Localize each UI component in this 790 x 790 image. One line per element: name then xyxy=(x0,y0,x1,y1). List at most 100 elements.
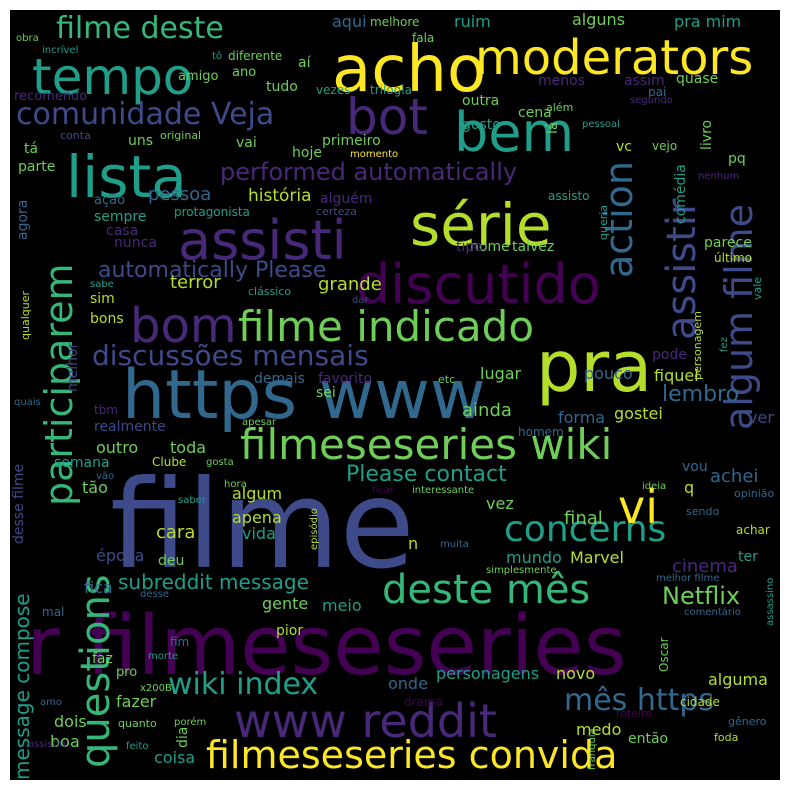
word: episódio xyxy=(309,508,320,550)
word: aqui xyxy=(332,12,367,31)
word: grande xyxy=(318,274,382,295)
word: https www xyxy=(122,356,486,435)
word: lá xyxy=(545,121,561,134)
word: ver xyxy=(748,408,774,427)
word: q xyxy=(684,478,695,497)
word: assisti xyxy=(178,209,347,272)
word: menos xyxy=(538,73,585,89)
word: amigo xyxy=(178,69,219,84)
word: pessoal xyxy=(582,119,620,130)
word: gostei xyxy=(614,404,663,423)
word: vale xyxy=(751,276,764,300)
word: recomendo xyxy=(14,89,88,104)
word: conta xyxy=(60,129,91,142)
word: cena xyxy=(518,105,552,121)
word: queria xyxy=(597,204,610,240)
word: primeiro xyxy=(322,133,381,149)
word: concerns xyxy=(504,509,667,550)
word: sempre xyxy=(94,209,147,225)
word: interessante xyxy=(412,485,475,496)
word: boa xyxy=(50,732,80,751)
word: lembro xyxy=(662,382,740,407)
word: onde xyxy=(388,674,428,693)
word: pai xyxy=(648,85,667,99)
word: etc xyxy=(438,373,456,386)
word: outro xyxy=(96,438,139,457)
word: filmeseseries wiki xyxy=(240,420,613,469)
word: fiquei xyxy=(654,366,699,385)
word: opinião xyxy=(734,487,775,500)
word: terror xyxy=(170,272,221,293)
word: outra xyxy=(462,93,500,109)
word: faz xyxy=(92,651,113,667)
word: dar xyxy=(352,295,369,306)
word: deu xyxy=(158,553,185,569)
word: semana xyxy=(54,455,110,471)
word: livro xyxy=(699,119,715,150)
word: performed automatically xyxy=(220,158,518,186)
word: assim xyxy=(624,73,665,89)
word: vezes xyxy=(316,83,351,97)
word: final xyxy=(564,508,603,529)
word: gênero xyxy=(728,715,767,728)
word: vou xyxy=(682,459,708,475)
word: Marvel xyxy=(570,548,624,567)
word: agora xyxy=(15,199,31,240)
word: uns xyxy=(128,133,154,149)
word: talvez xyxy=(512,239,555,255)
word: personagens xyxy=(436,664,540,683)
word: gente xyxy=(262,594,309,613)
word: amo xyxy=(40,697,62,708)
word: qualquer xyxy=(19,291,32,340)
word: sei xyxy=(316,385,336,401)
word: discussões mensais xyxy=(92,339,369,372)
word: nunca xyxy=(114,235,157,251)
word: tudo xyxy=(266,79,298,95)
word: vão xyxy=(96,471,115,482)
word: pessoa xyxy=(148,184,212,205)
word: deste mês xyxy=(382,567,591,613)
word: x200B xyxy=(140,683,172,694)
word: sabe xyxy=(90,279,114,290)
word: pro xyxy=(116,665,138,680)
word: ação xyxy=(94,193,126,208)
word: novo xyxy=(556,664,596,683)
word: último xyxy=(714,251,753,265)
word: protagonista xyxy=(174,205,250,219)
word: desse xyxy=(140,589,170,600)
word: realmente xyxy=(94,419,166,435)
word: Clube xyxy=(152,455,187,469)
word: vi xyxy=(618,480,659,534)
word: filme deste xyxy=(56,11,224,46)
word: ideia xyxy=(642,481,667,492)
word: fazer xyxy=(116,692,157,711)
word: algum xyxy=(232,484,283,503)
word: então xyxy=(628,731,669,747)
word: fica xyxy=(84,578,113,597)
word: saber xyxy=(178,495,206,506)
word: roteiro xyxy=(616,707,653,720)
word: tô xyxy=(212,51,223,62)
word: cidade xyxy=(680,695,720,709)
word: nenhum xyxy=(698,171,740,182)
word: n xyxy=(408,534,419,553)
word: dois xyxy=(54,712,87,731)
word: foda xyxy=(714,731,739,744)
word: filmeseseries convida xyxy=(206,733,618,777)
word: ficar xyxy=(372,485,395,496)
word: filme xyxy=(110,454,415,596)
word: pior xyxy=(276,623,304,639)
word: pq xyxy=(728,151,746,167)
word: vejo xyxy=(652,139,678,153)
word: message compose xyxy=(10,593,34,780)
word: coisa xyxy=(154,748,196,767)
word: mundo xyxy=(506,548,562,567)
word: comunidade Veja xyxy=(16,97,275,132)
word: bom xyxy=(130,298,237,354)
word: vez xyxy=(486,494,514,513)
word: subreddit message xyxy=(118,570,309,594)
word: toda xyxy=(170,438,207,457)
word: automatically Please xyxy=(98,258,327,283)
word: desse filme xyxy=(11,463,27,544)
word: original xyxy=(160,129,202,142)
